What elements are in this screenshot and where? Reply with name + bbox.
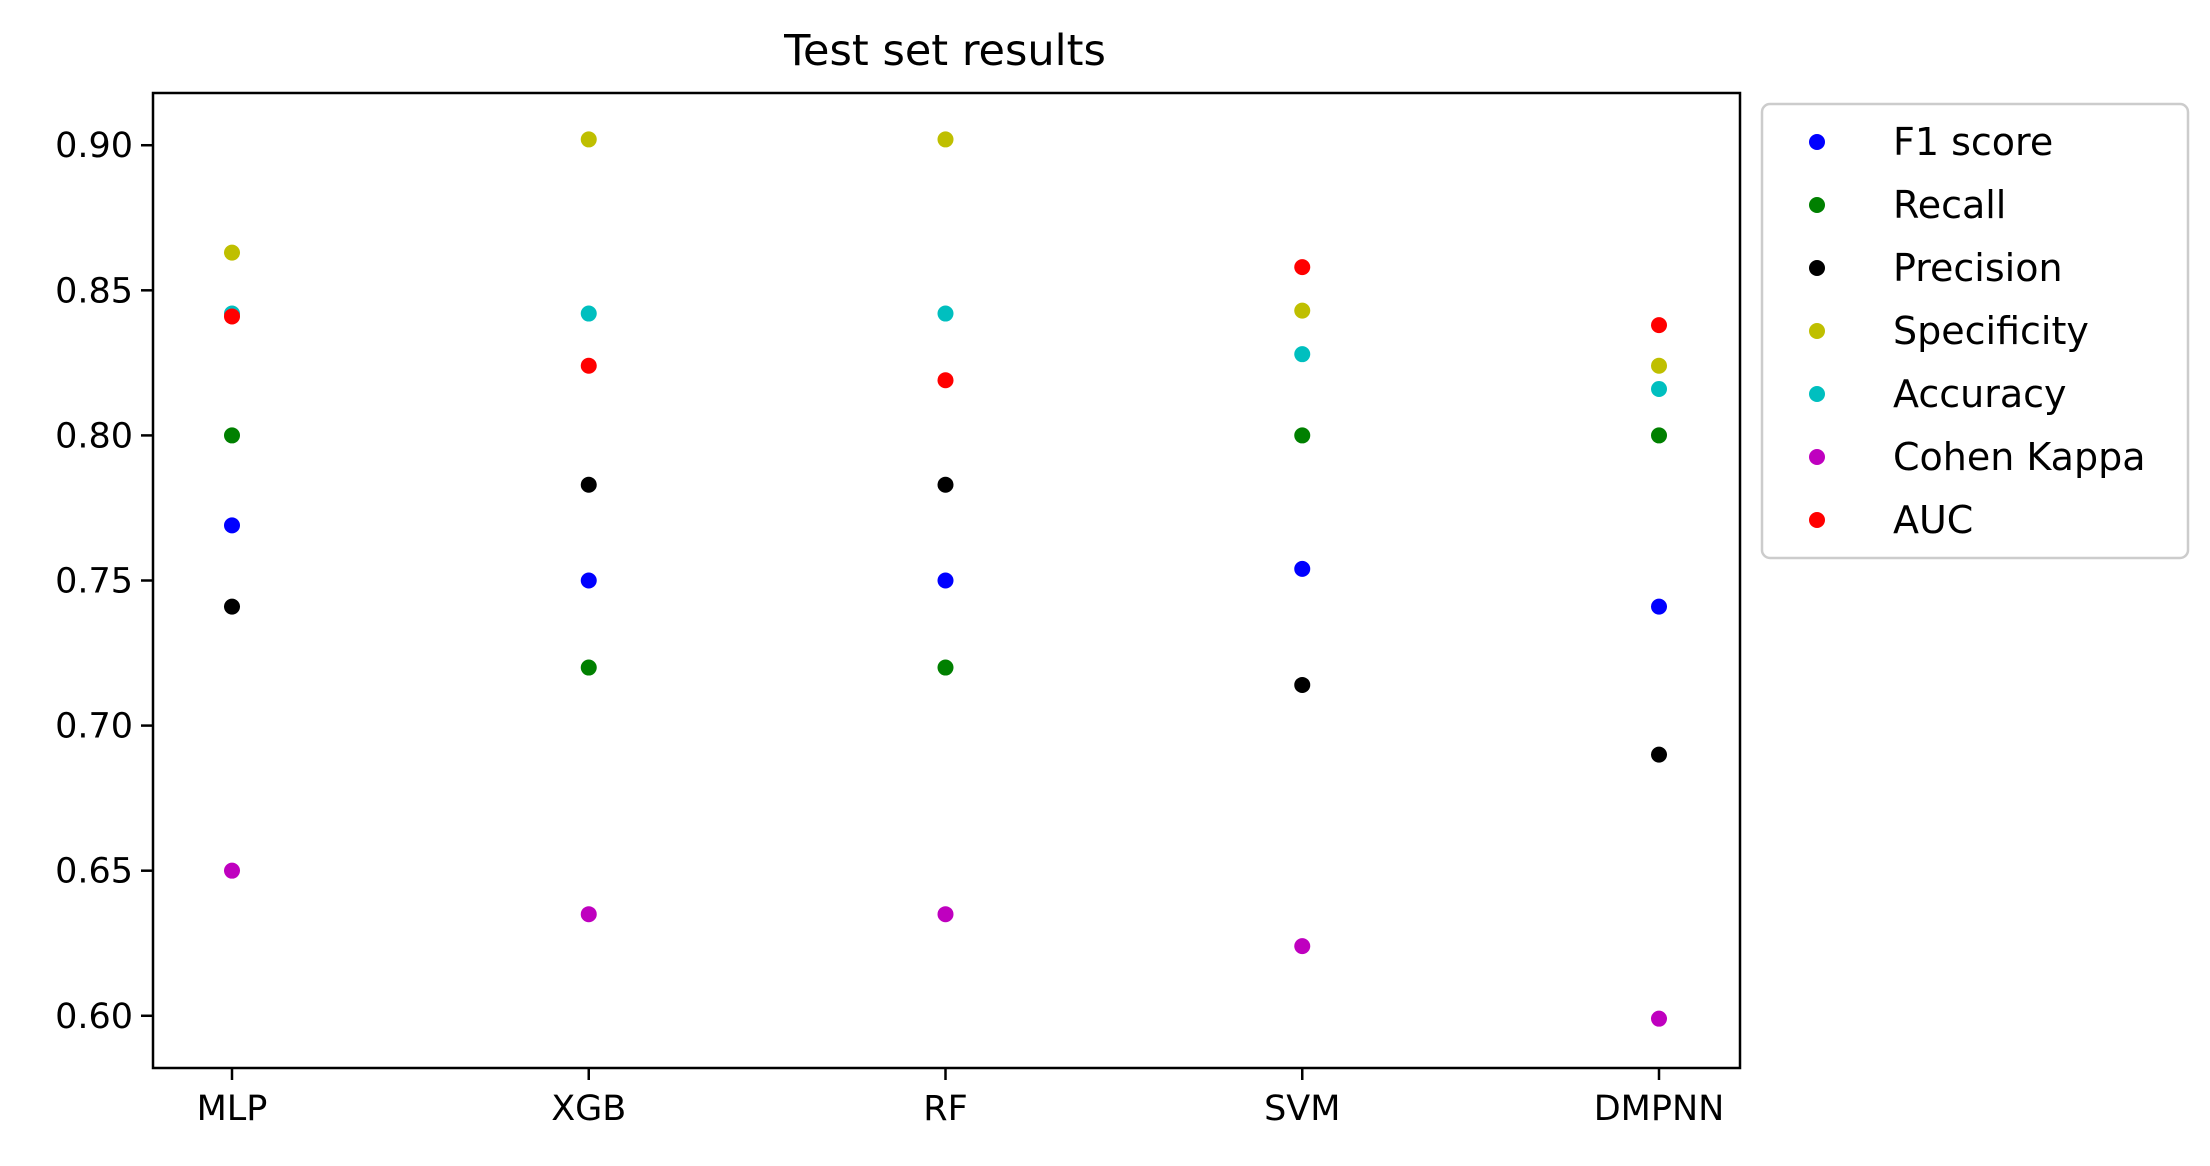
legend-label-recall: Recall <box>1893 183 2006 227</box>
point-f1-score <box>937 572 954 589</box>
legend-label-f1-score: F1 score <box>1893 120 2053 164</box>
y-tick-label: 0.80 <box>55 416 133 456</box>
y-tick-label: 0.60 <box>55 997 133 1037</box>
legend-marker-recall <box>1809 197 1825 213</box>
x-tick-label: SVM <box>1264 1089 1340 1129</box>
point-cohen-kappa <box>224 862 240 879</box>
y-tick-label: 0.90 <box>55 126 133 166</box>
point-recall <box>937 659 954 676</box>
point-recall <box>580 659 597 676</box>
point-precision <box>1651 746 1667 763</box>
point-recall <box>1294 427 1311 444</box>
y-tick-label: 0.85 <box>55 271 133 311</box>
point-specificity <box>224 244 240 261</box>
x-tick-label: RF <box>923 1089 967 1129</box>
legend-label-accuracy: Accuracy <box>1893 372 2067 416</box>
point-f1-score <box>580 572 597 589</box>
point-precision <box>580 476 597 493</box>
point-auc <box>224 308 240 325</box>
point-accuracy <box>937 305 954 322</box>
legend-marker-auc <box>1809 512 1825 528</box>
legend-label-auc: AUC <box>1893 498 1973 542</box>
point-cohen-kappa <box>580 906 597 923</box>
point-auc <box>1651 317 1667 334</box>
point-accuracy <box>580 305 597 322</box>
legend-marker-accuracy <box>1809 386 1825 402</box>
point-auc <box>580 357 597 374</box>
y-tick-label: 0.75 <box>55 562 133 602</box>
legend-marker-f1-score <box>1809 134 1825 150</box>
point-precision <box>937 476 954 493</box>
point-f1-score <box>1651 598 1667 615</box>
point-cohen-kappa <box>1651 1010 1667 1027</box>
point-cohen-kappa <box>937 906 954 923</box>
point-auc <box>937 372 954 389</box>
point-specificity <box>937 131 954 148</box>
point-f1-score <box>224 517 240 534</box>
legend: F1 score Recall Precision Specificity Accura… <box>1760 102 2190 560</box>
point-f1-score <box>1294 560 1311 577</box>
point-auc <box>1294 259 1311 276</box>
point-accuracy <box>1651 380 1667 397</box>
data-points <box>224 131 1667 1027</box>
point-recall <box>224 427 240 444</box>
legend-box <box>1760 102 2190 560</box>
x-tick-label: XGB <box>551 1089 626 1129</box>
legend-marker-specificity <box>1809 323 1825 339</box>
legend-marker-precision <box>1809 260 1825 276</box>
legend-marker-cohen-kappa <box>1809 449 1825 465</box>
x-axis: MLP XGB RF SVM DMPNN <box>197 1068 1725 1129</box>
legend-label-precision: Precision <box>1893 246 2063 290</box>
x-tick-label: DMPNN <box>1594 1089 1725 1129</box>
legend-label-cohen-kappa: Cohen Kappa <box>1893 435 2145 479</box>
point-accuracy <box>1294 346 1311 363</box>
point-specificity <box>1651 357 1667 374</box>
legend-label-specificity: Specificity <box>1893 309 2089 353</box>
point-specificity <box>1294 302 1311 319</box>
chart-title: Test set results <box>783 26 1106 76</box>
point-precision <box>1294 676 1311 693</box>
point-recall <box>1651 427 1667 444</box>
point-cohen-kappa <box>1294 938 1311 955</box>
y-tick-label: 0.70 <box>55 707 133 747</box>
point-specificity <box>580 131 597 148</box>
x-tick-label: MLP <box>197 1089 268 1129</box>
y-tick-label: 0.65 <box>55 852 133 892</box>
point-precision <box>224 598 240 615</box>
y-axis: 0.60 0.65 0.70 0.75 0.80 0.85 0.90 <box>55 126 153 1037</box>
